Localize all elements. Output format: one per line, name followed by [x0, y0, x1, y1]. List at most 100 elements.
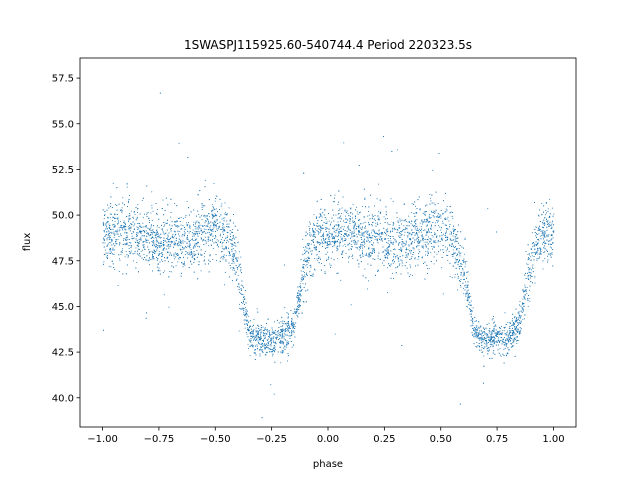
data-point	[282, 336, 284, 338]
data-point	[283, 329, 284, 331]
data-point	[287, 355, 289, 357]
data-point	[509, 339, 511, 341]
data-point	[108, 231, 110, 233]
data-point	[336, 224, 338, 226]
data-point	[372, 225, 373, 227]
data-point	[257, 332, 259, 334]
data-point	[355, 217, 356, 219]
data-point	[189, 247, 191, 249]
data-point	[259, 355, 261, 357]
data-point	[281, 336, 283, 338]
data-point	[384, 231, 385, 233]
data-point	[320, 259, 321, 260]
data-point	[428, 228, 429, 230]
data-point	[147, 212, 149, 213]
data-point	[225, 255, 227, 257]
data-point	[324, 271, 326, 273]
data-point	[348, 244, 350, 246]
data-point	[456, 248, 458, 250]
data-point	[542, 223, 544, 225]
data-point	[390, 242, 392, 244]
data-point	[478, 333, 479, 335]
data-point	[378, 183, 380, 185]
data-point	[415, 228, 417, 230]
data-point	[279, 341, 281, 343]
data-point	[414, 241, 415, 243]
data-point	[228, 241, 230, 243]
data-point	[303, 247, 305, 248]
data-point	[528, 269, 530, 271]
data-point	[251, 344, 253, 346]
data-point	[281, 329, 283, 331]
data-point	[549, 224, 551, 225]
data-point	[450, 231, 452, 233]
data-point	[167, 236, 169, 238]
data-point	[372, 250, 374, 252]
data-point	[486, 343, 488, 345]
data-point	[206, 218, 208, 219]
data-point	[118, 271, 120, 272]
data-point	[189, 227, 191, 229]
data-point	[256, 345, 258, 347]
data-point	[222, 227, 224, 229]
data-point	[144, 213, 145, 215]
data-point	[294, 312, 296, 314]
data-point	[284, 321, 285, 322]
data-point	[482, 331, 484, 333]
data-point	[410, 212, 412, 213]
data-point	[398, 227, 400, 228]
data-point	[463, 287, 464, 289]
data-point	[418, 240, 420, 242]
data-point	[120, 225, 121, 227]
data-point	[117, 285, 119, 286]
data-point	[284, 334, 286, 336]
data-point	[285, 334, 287, 336]
data-point	[242, 294, 244, 296]
data-point	[204, 259, 205, 261]
data-point	[430, 228, 432, 230]
data-point	[430, 197, 431, 199]
data-point	[393, 259, 394, 260]
data-point	[141, 257, 143, 259]
data-point	[482, 331, 484, 333]
data-point	[160, 237, 161, 239]
data-point	[226, 248, 227, 250]
data-point	[328, 244, 330, 245]
data-point	[232, 235, 234, 236]
data-point	[481, 337, 483, 338]
data-point	[142, 222, 144, 224]
data-point	[497, 339, 499, 341]
data-point	[482, 351, 484, 353]
data-point	[425, 244, 426, 246]
data-point	[364, 241, 365, 243]
data-point	[541, 231, 543, 233]
data-point	[505, 339, 507, 341]
data-point	[348, 234, 349, 235]
data-point	[237, 229, 239, 231]
data-point	[411, 233, 413, 235]
data-point	[288, 321, 289, 323]
data-point	[290, 323, 292, 324]
data-point	[189, 245, 190, 247]
data-points	[102, 92, 555, 419]
data-point	[306, 261, 308, 262]
data-point	[372, 216, 374, 217]
data-point	[329, 263, 331, 265]
data-point	[163, 214, 165, 216]
data-point	[105, 223, 107, 225]
data-point	[160, 242, 162, 244]
data-point	[377, 218, 379, 220]
data-point	[199, 227, 200, 229]
data-point	[371, 253, 373, 254]
data-point	[404, 243, 406, 244]
data-point	[544, 225, 545, 226]
data-point	[410, 223, 412, 225]
data-point	[279, 335, 281, 337]
data-point	[468, 296, 470, 298]
data-point	[377, 269, 379, 271]
data-point	[260, 348, 261, 350]
data-point	[147, 227, 149, 229]
data-point	[229, 253, 230, 255]
data-point	[292, 327, 294, 328]
data-point	[157, 213, 159, 215]
